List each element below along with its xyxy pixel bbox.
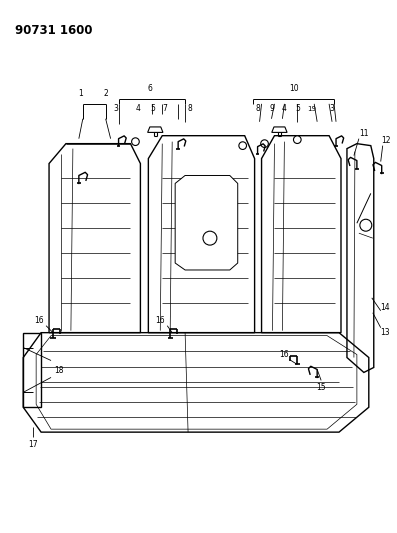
Text: 4: 4 [136, 104, 141, 114]
Text: 17: 17 [28, 440, 38, 449]
Text: 9: 9 [269, 104, 274, 114]
Text: 19: 19 [308, 106, 317, 112]
Text: 12: 12 [381, 136, 390, 145]
Text: 16: 16 [156, 316, 165, 325]
Text: 5: 5 [150, 104, 155, 114]
Circle shape [132, 138, 139, 146]
Text: 13: 13 [380, 328, 389, 337]
Text: 4: 4 [282, 104, 287, 114]
Text: 1: 1 [79, 90, 83, 99]
Text: 10: 10 [289, 84, 299, 93]
Text: 90731 1600: 90731 1600 [15, 25, 93, 37]
Circle shape [261, 140, 268, 148]
Polygon shape [272, 127, 287, 132]
Text: 3: 3 [330, 104, 335, 114]
Text: 16: 16 [279, 350, 289, 359]
Polygon shape [175, 175, 238, 270]
Text: 11: 11 [359, 129, 368, 138]
Text: 15: 15 [316, 383, 326, 392]
Text: 7: 7 [163, 104, 168, 114]
Circle shape [293, 136, 301, 143]
Circle shape [203, 231, 217, 245]
Text: 16: 16 [34, 316, 44, 325]
Text: 18: 18 [54, 366, 64, 375]
Text: 3: 3 [113, 104, 118, 114]
Circle shape [360, 219, 372, 231]
Polygon shape [148, 127, 163, 132]
Text: 8: 8 [188, 104, 193, 114]
Text: 6: 6 [148, 84, 153, 93]
Text: 5: 5 [295, 104, 300, 114]
Text: 2: 2 [103, 90, 108, 99]
Circle shape [239, 142, 247, 149]
Text: 8: 8 [255, 104, 260, 114]
Text: 14: 14 [380, 303, 389, 312]
